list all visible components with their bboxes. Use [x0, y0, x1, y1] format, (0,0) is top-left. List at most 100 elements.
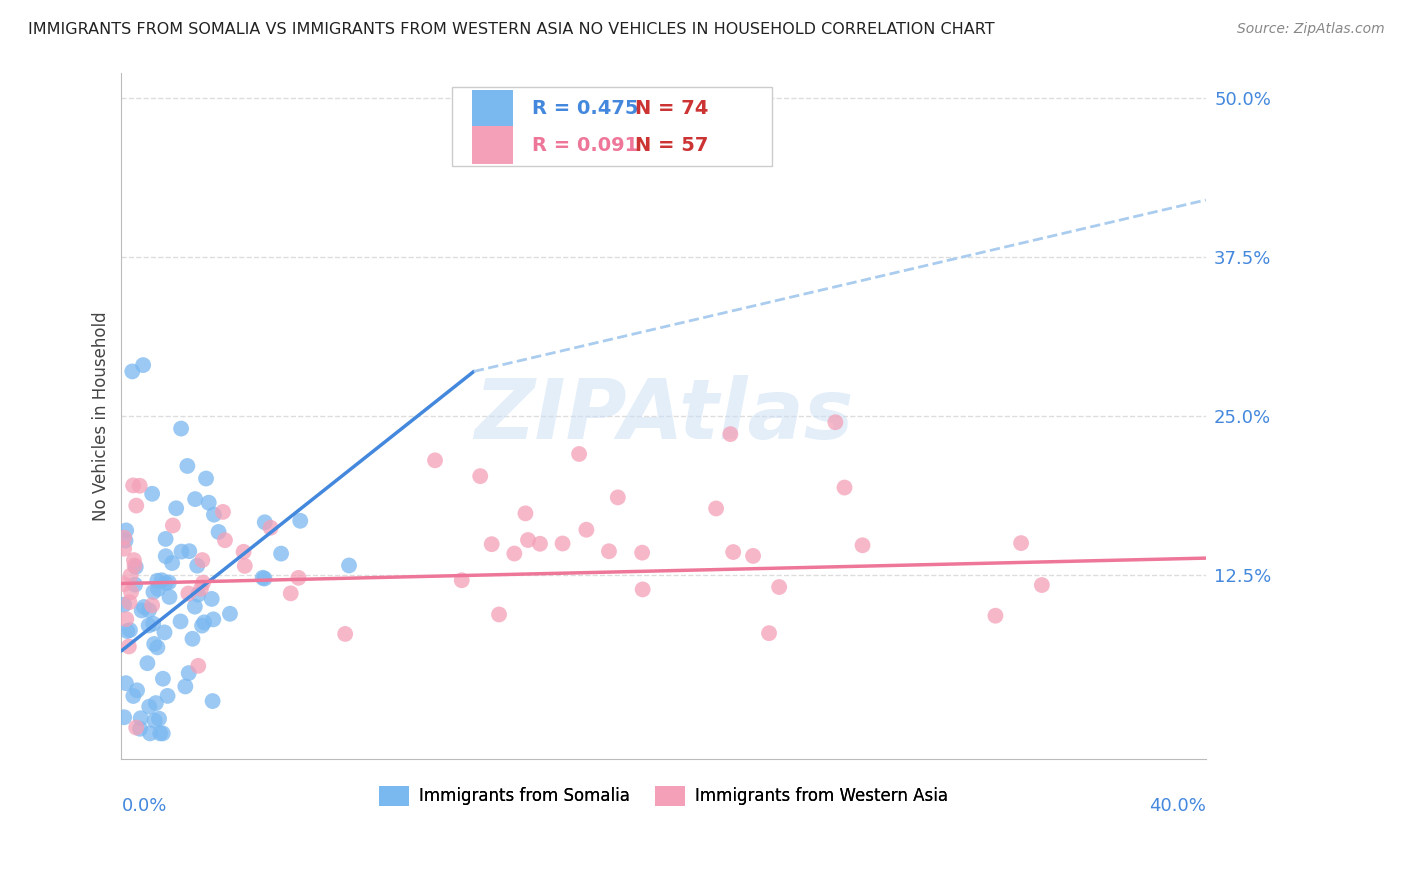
Legend: Immigrants from Somalia, Immigrants from Western Asia: Immigrants from Somalia, Immigrants from…: [373, 780, 955, 813]
Point: [768, 580, 790, 594]
Point: [148, 712, 170, 726]
Point: [125, 683, 148, 698]
Point: [149, 726, 172, 740]
Point: [212, 505, 235, 519]
Point: [115, 524, 138, 538]
Point: [834, 481, 856, 495]
FancyBboxPatch shape: [453, 87, 772, 166]
Point: [287, 571, 309, 585]
Point: [138, 618, 160, 632]
Point: [758, 626, 780, 640]
Point: [112, 577, 135, 591]
Point: [193, 615, 215, 630]
Point: [124, 558, 146, 573]
Point: [177, 666, 200, 681]
Point: [184, 599, 207, 614]
Point: [598, 544, 620, 558]
Point: [170, 544, 193, 558]
Point: [122, 478, 145, 492]
Point: [146, 574, 169, 588]
Point: [128, 479, 150, 493]
Point: [122, 689, 145, 703]
Point: [156, 689, 179, 703]
Point: [120, 585, 142, 599]
Point: [202, 508, 225, 522]
Point: [181, 632, 204, 646]
Point: [160, 556, 183, 570]
Point: [742, 549, 765, 563]
Point: [129, 722, 152, 736]
Point: [174, 680, 197, 694]
Point: [704, 501, 727, 516]
Point: [142, 616, 165, 631]
Point: [631, 582, 654, 597]
Point: [335, 627, 357, 641]
Point: [984, 608, 1007, 623]
Point: [131, 603, 153, 617]
Point: [201, 591, 224, 606]
Point: [253, 572, 276, 586]
Point: [118, 623, 141, 637]
Point: [197, 496, 219, 510]
Point: [190, 582, 212, 596]
Point: [488, 607, 510, 622]
Point: [179, 544, 201, 558]
Point: [145, 696, 167, 710]
FancyBboxPatch shape: [471, 90, 513, 128]
Point: [165, 501, 187, 516]
Point: [118, 595, 141, 609]
Point: [503, 547, 526, 561]
Point: [718, 427, 741, 442]
Point: [124, 577, 146, 591]
Point: [138, 603, 160, 617]
Point: [115, 624, 138, 638]
Point: [112, 531, 135, 545]
Point: [270, 547, 292, 561]
Point: [118, 640, 141, 654]
Point: [132, 358, 155, 372]
Text: N = 57: N = 57: [636, 136, 709, 154]
Point: [280, 586, 302, 600]
Point: [517, 533, 540, 547]
Text: IMMIGRANTS FROM SOMALIA VS IMMIGRANTS FROM WESTERN ASIA NO VEHICLES IN HOUSEHOLD: IMMIGRANTS FROM SOMALIA VS IMMIGRANTS FR…: [28, 22, 995, 37]
Point: [146, 582, 169, 596]
Point: [141, 487, 163, 501]
Point: [112, 710, 135, 724]
Point: [253, 516, 276, 530]
Point: [450, 573, 472, 587]
Point: [155, 532, 177, 546]
Text: N = 74: N = 74: [636, 99, 709, 119]
Point: [115, 612, 138, 626]
Point: [207, 524, 229, 539]
Point: [529, 537, 551, 551]
Point: [184, 492, 207, 507]
Point: [112, 598, 135, 612]
Point: [252, 571, 274, 585]
Point: [470, 469, 492, 483]
Point: [568, 447, 591, 461]
Point: [152, 726, 174, 740]
Point: [170, 421, 193, 435]
Point: [515, 507, 537, 521]
Point: [187, 588, 209, 602]
Point: [1031, 578, 1053, 592]
Text: R = 0.475: R = 0.475: [533, 99, 638, 119]
Point: [195, 471, 218, 485]
Point: [233, 558, 256, 573]
Point: [186, 558, 208, 573]
Point: [201, 694, 224, 708]
Point: [132, 599, 155, 614]
Point: [138, 699, 160, 714]
Point: [162, 518, 184, 533]
Point: [176, 458, 198, 473]
Text: 40.0%: 40.0%: [1149, 797, 1206, 814]
Point: [121, 364, 143, 378]
Point: [142, 585, 165, 599]
Point: [606, 491, 628, 505]
Point: [191, 618, 214, 632]
Point: [125, 499, 148, 513]
Y-axis label: No Vehicles in Household: No Vehicles in Household: [93, 311, 110, 521]
Text: R = 0.091: R = 0.091: [533, 136, 638, 154]
Point: [290, 514, 312, 528]
Text: ZIPAtlas: ZIPAtlas: [474, 376, 853, 457]
